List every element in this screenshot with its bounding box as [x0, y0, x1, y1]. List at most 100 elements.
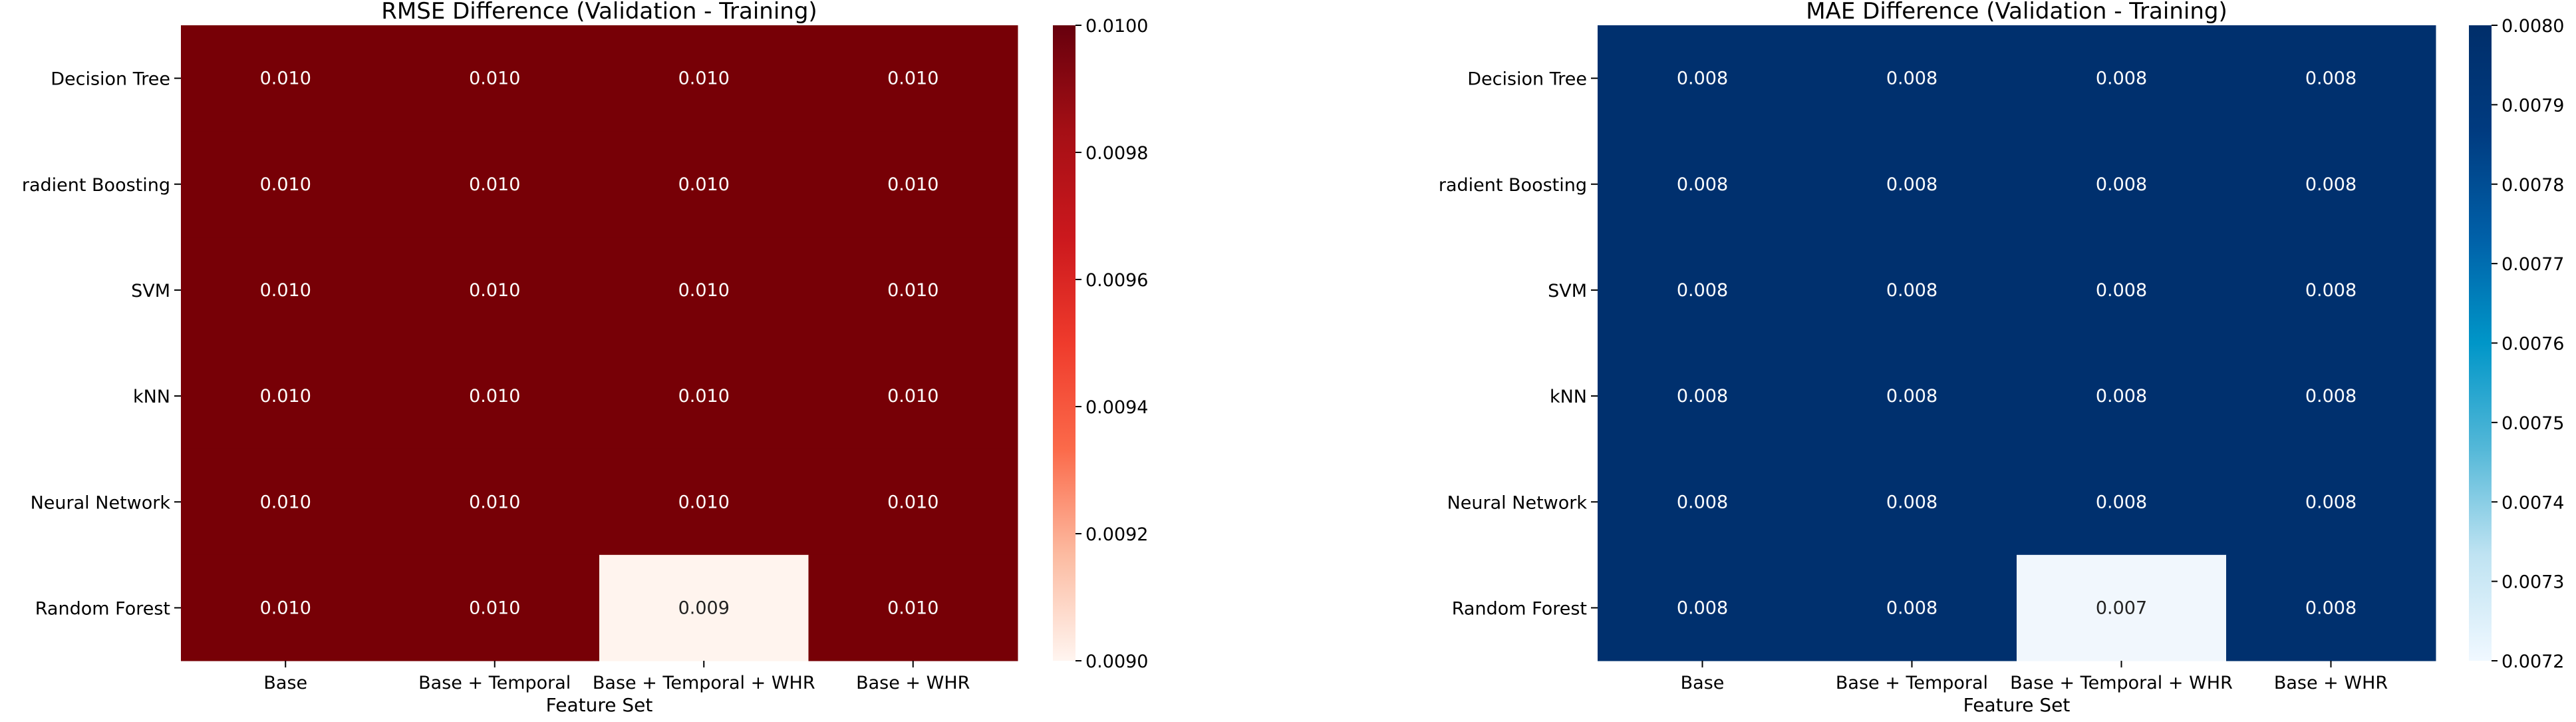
mae-colorbar-tick-label: 0.0077: [2502, 254, 2564, 275]
mae-y-tick-label: Neural Network: [1447, 492, 1588, 513]
mae-cell-label: 0.008: [1677, 174, 1728, 195]
mae-cell-label: 0.008: [2305, 69, 2357, 89]
rmse-y-tick-label: Neural Network: [31, 492, 171, 513]
mae-cell: [1807, 25, 2017, 132]
rmse-cell-label: 0.010: [887, 174, 938, 195]
mae-cell: [2226, 449, 2436, 556]
mae-cell-label: 0.008: [1886, 174, 1937, 195]
mae-cell: [1598, 554, 1808, 661]
mae-cell-label: 0.008: [2096, 69, 2147, 89]
mae-cell-label: 0.007: [2096, 598, 2147, 618]
rmse-cell-label: 0.010: [678, 386, 730, 407]
mae-cell: [1598, 131, 1808, 238]
mae-colorbar-tick-label: 0.0079: [2502, 95, 2564, 116]
mae-cell-label: 0.008: [1886, 69, 1937, 89]
rmse-cell-label: 0.010: [260, 280, 311, 301]
mae-cell: [2226, 131, 2436, 238]
mae-x-axis-label: Feature Set: [1963, 694, 2071, 716]
mae-x-tick-label: Base: [1681, 673, 1725, 693]
mae-cell: [1598, 25, 1808, 132]
mae-cell: [2017, 131, 2227, 238]
rmse-cell-label: 0.010: [469, 492, 520, 512]
rmse-cell: [599, 449, 809, 556]
rmse-y-tick-label: SVM: [131, 281, 170, 301]
rmse-colorbar-tick-label: 0.0100: [1085, 16, 1148, 37]
rmse-cell-label: 0.010: [678, 492, 730, 512]
rmse-cell: [599, 554, 809, 661]
rmse-cell: [808, 343, 1018, 450]
rmse-cell-label: 0.010: [469, 69, 520, 89]
rmse-cell: [808, 554, 1018, 661]
mae-cell-label: 0.008: [1677, 69, 1728, 89]
rmse-cell-label: 0.010: [678, 174, 730, 195]
rmse-colorbar-tick-label: 0.0092: [1085, 524, 1148, 545]
rmse-colorbar: [1053, 25, 1075, 661]
mae-cell-label: 0.008: [2096, 492, 2147, 512]
rmse-cell-label: 0.010: [678, 69, 730, 89]
mae-cell: [2226, 237, 2436, 343]
mae-cell: [1807, 343, 2017, 450]
rmse-colorbar-tick-label: 0.0094: [1085, 397, 1148, 418]
mae-cell-label: 0.008: [1886, 492, 1937, 512]
rmse-cell-label: 0.010: [887, 492, 938, 512]
mae-colorbar-tick-label: 0.0080: [2502, 16, 2564, 37]
mae-cell-label: 0.008: [1886, 386, 1937, 407]
rmse-cell: [390, 343, 600, 450]
rmse-cell: [808, 131, 1018, 238]
rmse-cell: [808, 25, 1018, 132]
rmse-cell: [808, 449, 1018, 556]
mae-colorbar-tick-label: 0.0074: [2502, 492, 2564, 513]
rmse-cell: [390, 131, 600, 238]
rmse-x-tick-label: Base + Temporal: [418, 673, 571, 693]
rmse-cell-label: 0.010: [260, 492, 311, 512]
rmse-cell-label: 0.010: [887, 386, 938, 407]
rmse-heatmap: RMSE Difference (Validation - Training) 0…: [22, 0, 1149, 716]
rmse-cell-label: 0.010: [887, 280, 938, 301]
mae-cell: [2226, 554, 2436, 661]
mae-colorbar-tick-label: 0.0078: [2502, 175, 2564, 196]
mae-y-tick-label: SVM: [1548, 281, 1587, 301]
mae-cell: [2017, 237, 2227, 343]
rmse-x-axis-label: Feature Set: [546, 694, 653, 716]
rmse-cell: [390, 554, 600, 661]
mae-cell-label: 0.008: [2305, 174, 2357, 195]
rmse-cell: [599, 237, 809, 343]
mae-cell: [1598, 237, 1808, 343]
rmse-cell: [599, 343, 809, 450]
rmse-cell: [181, 449, 390, 556]
mae-cell: [1807, 131, 2017, 238]
rmse-cell-label: 0.010: [469, 598, 520, 618]
mae-cell: [2226, 25, 2436, 132]
mae-cell-label: 0.008: [2305, 280, 2357, 301]
rmse-x-tick-label: Base + Temporal + WHR: [593, 673, 815, 693]
rmse-cell-label: 0.010: [469, 174, 520, 195]
mae-x-tick-label: Base + Temporal: [1836, 673, 1988, 693]
mae-cell-label: 0.008: [2305, 492, 2357, 512]
rmse-y-tick-label: kNN: [133, 387, 170, 407]
rmse-cell-label: 0.010: [260, 598, 311, 618]
mae-colorbar-tick-label: 0.0073: [2502, 572, 2564, 593]
mae-cell: [2017, 25, 2227, 132]
rmse-x-tick-label: Base: [263, 673, 307, 693]
mae-cell-label: 0.008: [2305, 598, 2357, 618]
rmse-cell-label: 0.010: [678, 280, 730, 301]
rmse-colorbar-tick-label: 0.0096: [1085, 270, 1148, 291]
mae-cell-label: 0.008: [1677, 280, 1728, 301]
mae-y-tick-label: Random Forest: [1452, 598, 1587, 619]
mae-colorbar: [2469, 25, 2492, 661]
mae-cell-label: 0.008: [1677, 598, 1728, 618]
mae-x-tick-label: Base + WHR: [2274, 673, 2388, 693]
rmse-cell: [808, 237, 1018, 343]
mae-heatmap: MAE Difference (Validation - Training) 0.…: [1439, 0, 2565, 716]
mae-cell: [1598, 449, 1808, 556]
mae-title: MAE Difference (Validation - Training): [1806, 0, 2227, 25]
rmse-y-tick-label: Decision Tree: [51, 69, 170, 90]
rmse-cell: [181, 343, 390, 450]
mae-cell-label: 0.008: [1886, 598, 1937, 618]
mae-cell: [2226, 343, 2436, 450]
rmse-cell: [181, 554, 390, 661]
rmse-cell: [181, 25, 390, 132]
mae-cell-label: 0.008: [1677, 386, 1728, 407]
rmse-cell: [181, 237, 390, 343]
